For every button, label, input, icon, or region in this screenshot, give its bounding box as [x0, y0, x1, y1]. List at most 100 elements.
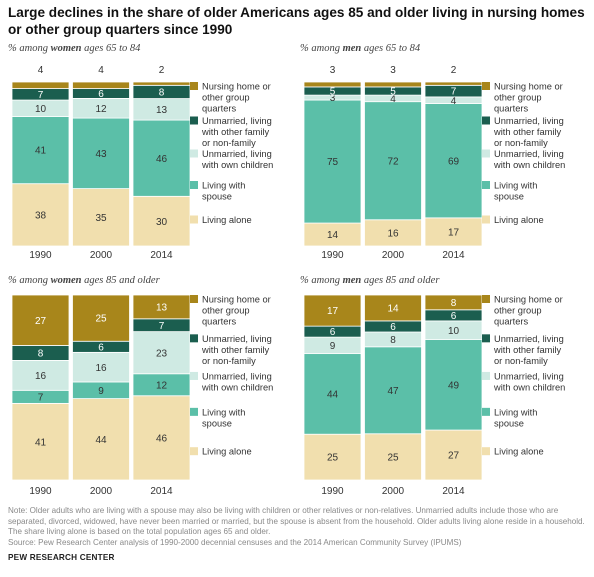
data-label: 44 — [95, 435, 107, 446]
legend-swatch-spouse — [190, 181, 198, 189]
data-label: 44 — [327, 390, 339, 401]
bar-segment — [11, 360, 70, 391]
year-tick-label: 2014 — [150, 250, 173, 261]
legend-label-unmarried_other: Unmarried, living — [202, 334, 272, 344]
data-label: 49 — [448, 380, 460, 391]
year-tick-label: 1990 — [321, 250, 344, 261]
bar-segment — [303, 294, 362, 327]
legend-label-unmarried_other: Unmarried, living — [202, 116, 272, 126]
legend-label-nursing: quarters — [202, 317, 236, 327]
legend-label-unmarried_other: or non-family — [494, 138, 548, 148]
data-label: 72 — [387, 156, 399, 167]
legend-label-spouse: Living with — [494, 407, 537, 417]
legend-label-unmarried_other: or non-family — [202, 356, 256, 366]
year-tick-label: 1990 — [321, 486, 344, 497]
legend-swatch-alone — [190, 447, 198, 456]
legend-label-unmarried_other: with other family — [201, 345, 270, 355]
data-label: 6 — [390, 322, 396, 333]
year-tick-label: 1990 — [29, 486, 52, 497]
data-label: 7 — [38, 90, 44, 101]
legend-swatch-alone — [482, 215, 490, 224]
data-label: 46 — [156, 433, 168, 444]
year-tick-label: 2014 — [150, 486, 173, 497]
bar-segment — [424, 217, 483, 247]
legend-swatch-nursing — [190, 82, 198, 90]
data-label: 43 — [95, 149, 107, 160]
legend-swatch-unmarried_children — [190, 371, 198, 380]
data-label: 12 — [95, 104, 107, 115]
bar-segment — [364, 433, 422, 481]
legend-label-nursing: other group — [494, 306, 542, 316]
data-label: 3 — [330, 93, 336, 104]
data-label: 13 — [156, 105, 168, 116]
footnote: Note: Older adults who are living with a… — [8, 506, 585, 537]
legend-label-nursing: other group — [202, 306, 250, 316]
legend-swatch-nursing — [190, 295, 198, 303]
bar-segment — [364, 81, 422, 88]
data-label: 13 — [156, 303, 168, 314]
data-label: 30 — [156, 217, 168, 228]
source-note: Source: Pew Research Center analysis of … — [8, 538, 462, 547]
legend-label-unmarried_children: with own children — [493, 160, 565, 170]
legend-label-nursing: Nursing home or — [202, 295, 271, 305]
chart-title: Large declines in the share of older Ame… — [8, 5, 585, 37]
bar-segment — [303, 99, 362, 224]
legend-label-unmarried_other: or non-family — [202, 138, 256, 148]
data-label: 3 — [390, 65, 396, 76]
legend-swatch-unmarried_other — [482, 116, 490, 125]
data-label: 2 — [451, 65, 457, 76]
legend-swatch-unmarried_other — [190, 334, 198, 343]
data-label: 47 — [387, 386, 399, 397]
bar-segment — [132, 119, 191, 197]
data-label: 7 — [38, 392, 44, 403]
data-label: 35 — [95, 213, 107, 224]
legend-swatch-spouse — [190, 407, 198, 416]
legend-label-alone: Living alone — [202, 215, 252, 225]
bar-segment — [424, 429, 483, 481]
bar-segment — [72, 81, 130, 89]
data-label: 46 — [156, 154, 168, 165]
legend-label-nursing: quarters — [494, 317, 528, 327]
legend-swatch-spouse — [482, 181, 490, 189]
bar-segment — [72, 117, 130, 189]
charts-canvas: % among women ages 65 to 843841107419903… — [8, 43, 565, 497]
bar-segment — [11, 183, 70, 247]
year-tick-label: 2014 — [442, 486, 465, 497]
legend-swatch-nursing — [482, 82, 490, 90]
legend-label-alone: Living alone — [494, 447, 544, 457]
data-label: 16 — [387, 228, 399, 239]
legend-swatch-alone — [482, 447, 490, 456]
data-label: 8 — [159, 88, 165, 99]
data-label: 38 — [35, 210, 47, 221]
data-label: 14 — [387, 304, 399, 315]
data-label: 14 — [327, 230, 339, 241]
bar-segment — [364, 346, 422, 435]
panel-subtitle: % among women ages 85 and older — [8, 275, 161, 286]
bar-segment — [364, 294, 422, 322]
legend-label-unmarried_other: with other family — [201, 127, 270, 137]
data-label: 6 — [451, 311, 457, 322]
panel-subtitle: % among women ages 65 to 84 — [8, 43, 141, 54]
legend-swatch-unmarried_other — [482, 334, 490, 343]
data-label: 17 — [448, 228, 460, 239]
data-label: 16 — [35, 371, 47, 382]
bar-segment — [132, 81, 191, 86]
legend-label-unmarried_other: or non-family — [494, 356, 548, 366]
legend-label-spouse: Living with — [202, 407, 245, 417]
legend-swatch-unmarried_children — [190, 149, 198, 158]
data-label: 69 — [448, 156, 460, 167]
bar-segment — [72, 188, 130, 247]
data-label: 7 — [159, 321, 165, 332]
bar-segment — [72, 351, 130, 383]
data-label: 8 — [38, 349, 44, 360]
legend-swatch-unmarried_children — [482, 149, 490, 158]
bar-segment — [132, 331, 191, 375]
legend-swatch-spouse — [482, 407, 490, 416]
data-label: 10 — [448, 326, 460, 337]
panel-subtitle: % among men ages 85 and older — [300, 275, 440, 286]
bar-segment — [424, 338, 483, 431]
legend-label-spouse: Living with — [494, 181, 537, 191]
year-tick-label: 2000 — [382, 486, 405, 497]
legend-label-nursing: quarters — [202, 104, 236, 114]
data-label: 17 — [327, 306, 339, 317]
